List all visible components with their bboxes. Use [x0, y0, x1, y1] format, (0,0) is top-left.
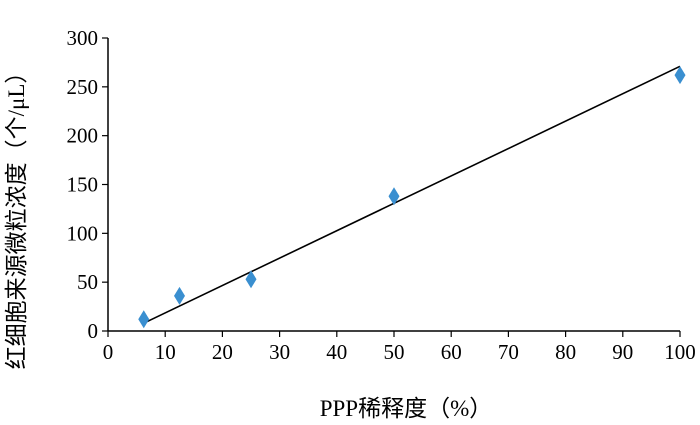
x-tick-label: 90: [612, 340, 633, 364]
x-tick-label: 80: [555, 340, 576, 364]
y-tick-label: 250: [67, 75, 99, 99]
y-tick-label: 200: [67, 124, 99, 148]
y-tick-label: 0: [88, 319, 99, 343]
x-tick-label: 70: [498, 340, 519, 364]
x-tick-label: 30: [269, 340, 290, 364]
data-points: [138, 66, 686, 329]
y-tick-label: 150: [67, 173, 99, 197]
data-point: [674, 66, 686, 85]
trendline: [143, 65, 681, 324]
y-tick-label: 100: [67, 221, 99, 245]
trendline-group: [143, 65, 681, 324]
data-point: [174, 286, 185, 305]
x-tick-label: 40: [326, 340, 347, 364]
y-tick-label: 300: [67, 26, 99, 50]
ticks: 0 10 20 30 40 50 60 70 80 90 100 0 50 100 150 200 250 300: [67, 26, 696, 364]
x-tick-label: 50: [384, 340, 405, 364]
data-point: [138, 310, 150, 329]
y-tick-label: 50: [77, 270, 98, 294]
x-tick-label: 60: [441, 340, 462, 364]
x-tick-label: 100: [664, 340, 696, 364]
data-point: [388, 187, 400, 206]
x-tick-label: 20: [212, 340, 233, 364]
y-axis-title: 红细胞来源微粒浓度（个/μL）: [4, 61, 29, 370]
x-axis-title: PPP稀释度（%）: [320, 396, 493, 421]
axes: [107, 38, 680, 332]
x-tick-label: 0: [103, 340, 114, 364]
x-tick-label: 10: [155, 340, 176, 364]
data-point: [245, 270, 257, 289]
